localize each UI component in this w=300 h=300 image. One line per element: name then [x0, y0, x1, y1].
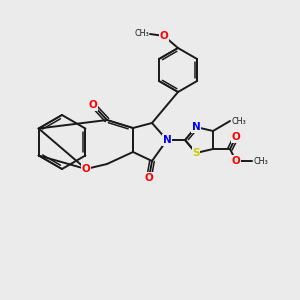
- Text: CH₃: CH₃: [253, 157, 268, 166]
- Text: O: O: [145, 173, 153, 183]
- Text: S: S: [192, 148, 200, 158]
- Text: O: O: [232, 156, 240, 166]
- Text: O: O: [160, 31, 168, 41]
- Text: N: N: [163, 135, 171, 145]
- Text: N: N: [192, 122, 200, 132]
- Text: O: O: [232, 132, 240, 142]
- Text: O: O: [88, 100, 98, 110]
- Text: O: O: [82, 164, 90, 174]
- Text: CH₃: CH₃: [231, 116, 246, 125]
- Text: CH₃: CH₃: [134, 29, 149, 38]
